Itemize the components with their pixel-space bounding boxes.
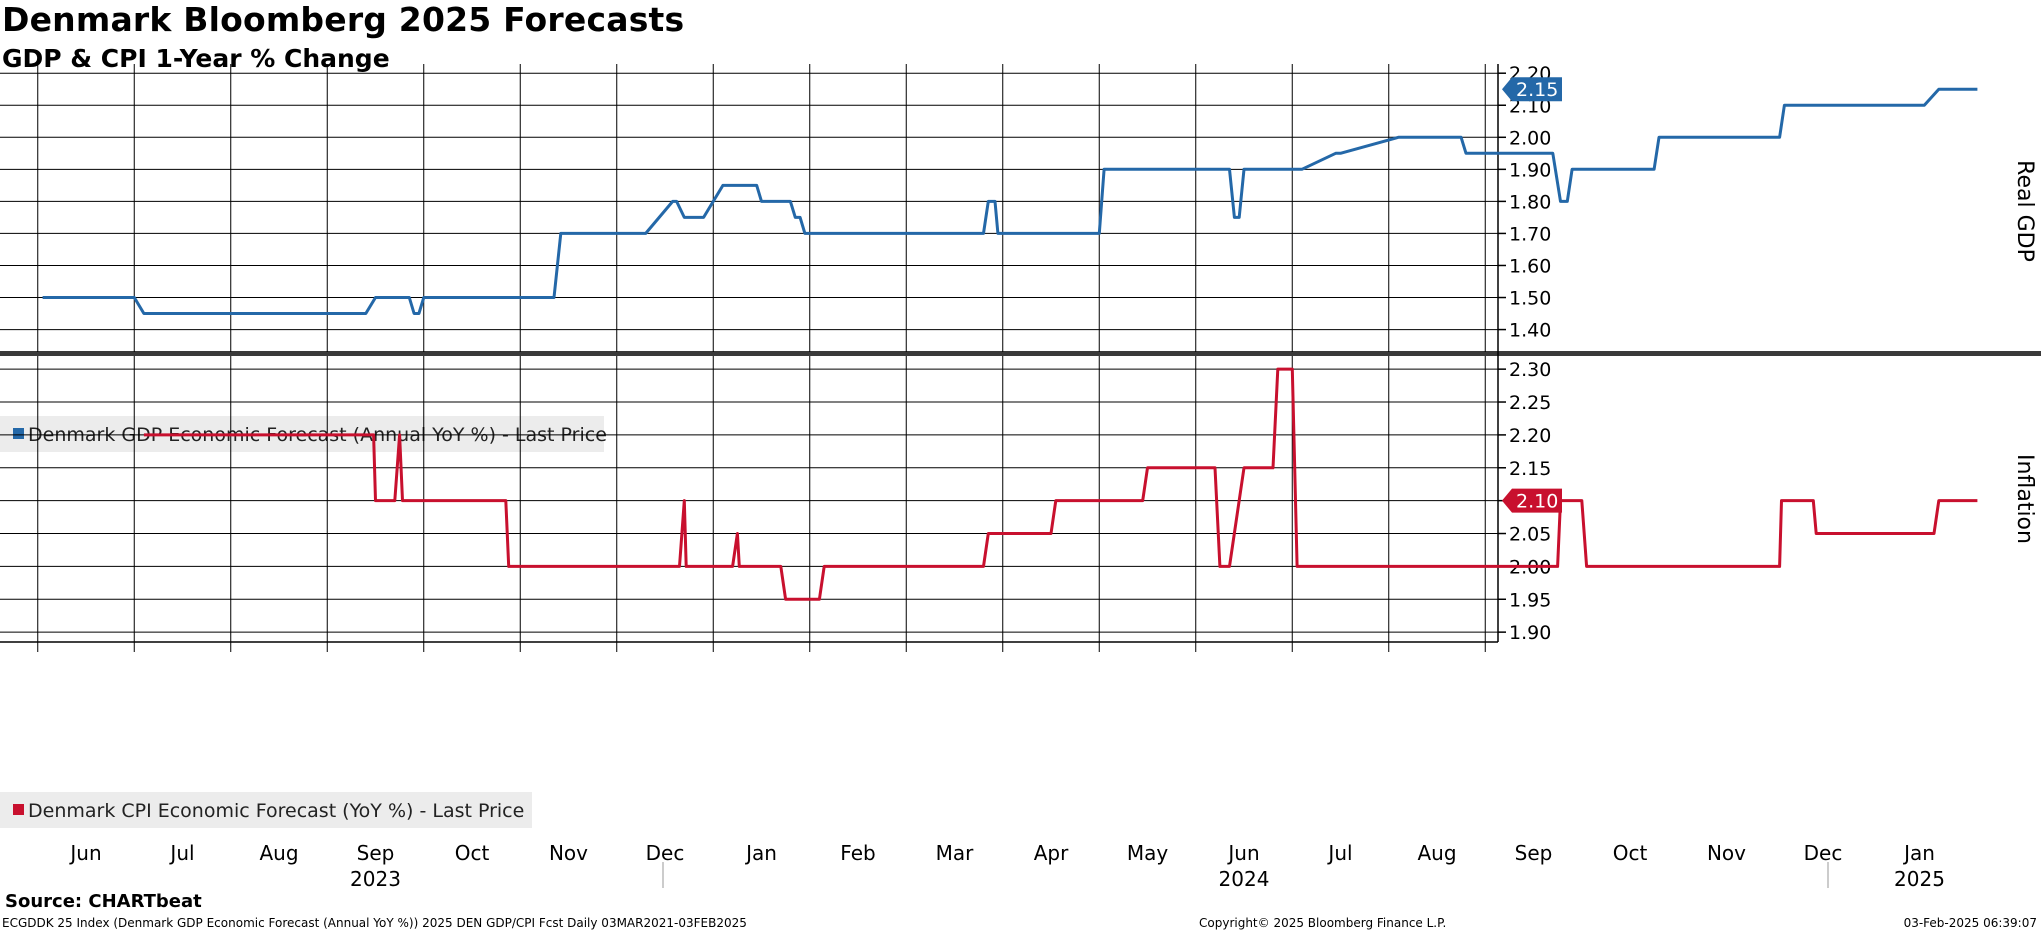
- x-month-label: Jul: [1326, 841, 1352, 865]
- legend-box: [0, 792, 532, 828]
- y-axis-title: Inflation: [2012, 454, 2037, 544]
- x-month-label: Nov: [1707, 841, 1746, 865]
- last-value-tag: [1502, 77, 1562, 102]
- x-month-label: Sep: [357, 841, 395, 865]
- x-month-label: Nov: [549, 841, 588, 865]
- chart-subtitle: GDP & CPI 1-Year % Change: [2, 44, 390, 73]
- x-month-label: Dec: [1804, 841, 1843, 865]
- last-value-label: 2.10: [1516, 491, 1558, 513]
- y-tick-label: 1.90: [1509, 159, 1551, 181]
- x-month-label: Jun: [68, 841, 101, 865]
- chart-title: Denmark Bloomberg 2025 Forecasts: [2, 0, 685, 39]
- x-month-label: Jun: [1226, 841, 1259, 865]
- x-month-label: Feb: [840, 841, 875, 865]
- legend-swatch: [13, 428, 24, 439]
- y-tick-label: 2.05: [1509, 524, 1551, 546]
- y-tick-label: 2.15: [1509, 458, 1551, 480]
- y-tick-label: 2.25: [1509, 392, 1551, 414]
- last-value-tag: [1502, 488, 1562, 513]
- legend-label: Denmark CPI Economic Forecast (YoY %) - …: [28, 800, 524, 822]
- x-month-label: Dec: [646, 841, 685, 865]
- x-month-label: Oct: [455, 841, 490, 865]
- x-month-label: Oct: [1613, 841, 1648, 865]
- x-year-label: 2024: [1219, 867, 1270, 891]
- y-axis-title: Real GDP: [2012, 160, 2037, 262]
- y-tick-label: 1.60: [1509, 255, 1551, 277]
- copyright-text: Copyright© 2025 Bloomberg Finance L.P.: [1199, 916, 1447, 930]
- x-month-label: Jan: [1902, 841, 1935, 865]
- x-month-label: Mar: [936, 841, 975, 865]
- y-tick-label: 1.70: [1509, 223, 1551, 245]
- last-value-label: 2.15: [1516, 79, 1558, 101]
- source-label: Source: CHARTbeat: [5, 891, 202, 912]
- x-month-label: Jan: [744, 841, 777, 865]
- y-tick-label: 1.95: [1509, 589, 1551, 611]
- x-year-label: 2023: [350, 867, 401, 891]
- x-month-label: Aug: [259, 841, 298, 865]
- legend-swatch: [13, 804, 24, 815]
- y-tick-label: 1.50: [1509, 288, 1551, 310]
- y-tick-label: 2.20: [1509, 425, 1551, 447]
- index-description: ECGDDK 25 Index (Denmark GDP Economic Fo…: [2, 916, 747, 930]
- x-month-label: Sep: [1515, 841, 1553, 865]
- x-month-label: Aug: [1417, 841, 1456, 865]
- timestamp-text: 03-Feb-2025 06:39:07: [1903, 916, 2037, 930]
- cpi-series-line: [143, 367, 1978, 601]
- gdp-series-line: [42, 87, 1978, 315]
- y-tick-label: 2.30: [1509, 359, 1551, 381]
- y-tick-label: 2.00: [1509, 127, 1551, 149]
- x-month-label: Apr: [1034, 841, 1069, 865]
- x-year-label: 2025: [1894, 867, 1945, 891]
- x-month-label: Jul: [168, 841, 194, 865]
- y-tick-label: 1.40: [1509, 320, 1551, 342]
- y-tick-label: 1.80: [1509, 191, 1551, 213]
- y-tick-label: 1.90: [1509, 622, 1551, 644]
- x-month-label: May: [1127, 841, 1169, 865]
